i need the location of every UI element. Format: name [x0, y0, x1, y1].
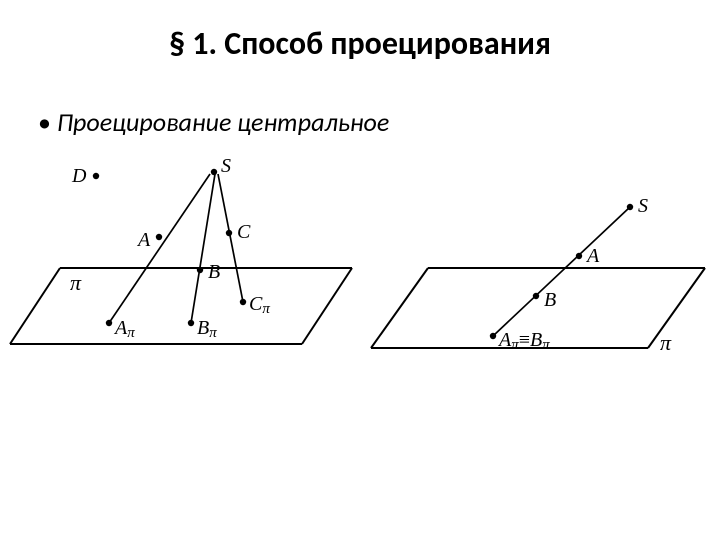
svg-text:B: B	[544, 289, 556, 311]
svg-text:Bπ: Bπ	[197, 317, 217, 341]
svg-text:D: D	[71, 165, 87, 187]
svg-text:Aπ: Aπ	[113, 317, 135, 341]
svg-text:C: C	[237, 221, 251, 243]
svg-text:π: π	[70, 270, 82, 295]
svg-text:A: A	[585, 245, 600, 267]
svg-text:π: π	[660, 330, 672, 355]
svg-text:Aπ≡Bπ: Aπ≡Bπ	[497, 329, 550, 353]
svg-text:A: A	[136, 229, 151, 251]
svg-text:B: B	[208, 261, 220, 283]
diagram-svg: πDSACBAπBπCππSABAπ≡Bπ	[0, 0, 720, 540]
svg-text:S: S	[221, 155, 231, 177]
svg-text:S: S	[638, 195, 648, 217]
svg-text:Cπ: Cπ	[249, 293, 270, 317]
